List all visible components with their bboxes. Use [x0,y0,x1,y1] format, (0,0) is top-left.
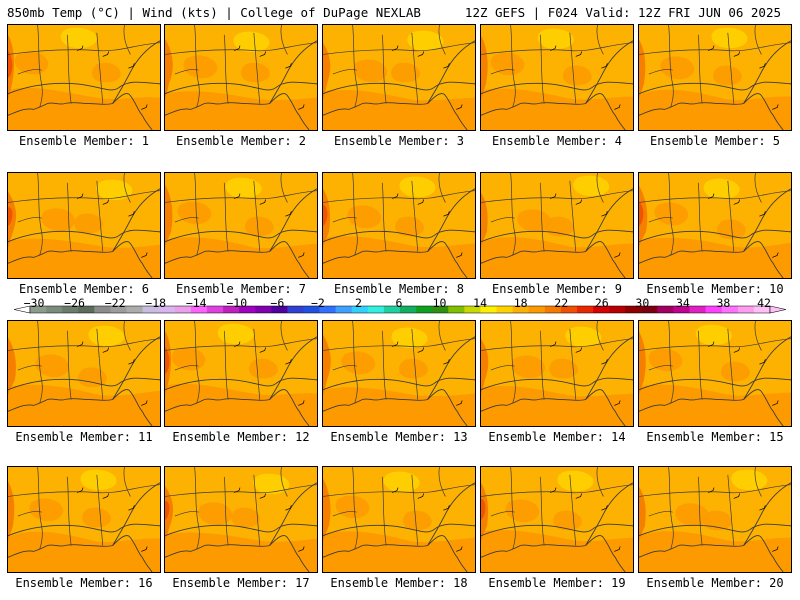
ensemble-map-panel [7,320,161,427]
temperature-field-map [639,467,791,572]
temperature-field-map [639,321,791,426]
colorbar-tick-label: −26 [64,296,85,310]
colorbar-tick-label: 2 [354,296,362,310]
ensemble-member-label: Ensemble Member: 17 [172,576,310,590]
ensemble-map-panel [7,172,161,279]
ensemble-member-label: Ensemble Member: 18 [330,576,468,590]
ensemble-member-label: Ensemble Member: 12 [172,430,310,444]
colorbar-tick-label: −10 [226,296,248,310]
ensemble-map-panel [638,466,792,573]
temperature-field-map [8,25,160,130]
colorbar-tick-label: 34 [675,296,690,310]
temperature-field-map [481,25,633,130]
colorbar-tick-label: 10 [432,296,447,310]
ensemble-member-label: Ensemble Member: 15 [646,430,784,444]
colorbar-tick-label: −14 [185,296,207,310]
colorbar-tick-label: 38 [716,296,731,310]
ensemble-map-panel [322,24,476,131]
temperature-field-map [639,173,791,278]
ensemble-map-panel [638,24,792,131]
temperature-field-map [165,467,317,572]
temperature-field-map [481,173,633,278]
colorbar-tick-label: 42 [757,296,771,310]
temperature-field-map [165,25,317,130]
temperature-field-map [323,321,475,426]
ensemble-member-label: Ensemble Member: 20 [646,576,784,590]
ensemble-map-panel [480,172,634,279]
ensemble-map-panel [164,172,318,279]
temperature-field-map [165,321,317,426]
ensemble-member-label: Ensemble Member: 10 [646,282,784,296]
colorbar-tick-label: 18 [513,296,528,310]
ensemble-member-label: Ensemble Member: 19 [488,576,626,590]
temperature-field-map [639,25,791,130]
ensemble-map-panel [322,466,476,573]
ensemble-member-label: Ensemble Member: 3 [333,134,465,148]
colorbar-tick-label: 22 [554,296,569,310]
colorbar-tick-label: −6 [270,296,285,310]
temperature-field-map [8,321,160,426]
ensemble-map-panel [638,320,792,427]
temperature-field-map [323,467,475,572]
ensemble-map-panel [480,24,634,131]
colorbar-tick-label: −22 [104,296,126,310]
ensemble-member-label: Ensemble Member: 16 [15,576,153,590]
ensemble-member-label: Ensemble Member: 7 [175,282,307,296]
temperature-colorbar [13,305,787,314]
ensemble-map-panel [638,172,792,279]
ensemble-member-label: Ensemble Member: 6 [18,282,150,296]
map-title: 850mb Temp (°C) | Wind (kts) | College o… [7,5,421,20]
ensemble-member-label: Ensemble Member: 11 [15,430,153,444]
ensemble-member-label: Ensemble Member: 1 [18,134,150,148]
ensemble-member-label: Ensemble Member: 2 [175,134,307,148]
ensemble-map-panel [164,320,318,427]
ensemble-map-panel [480,466,634,573]
ensemble-map-panel [7,466,161,573]
temperature-field-map [323,25,475,130]
colorbar-tick-label: 6 [395,296,403,310]
ensemble-member-label: Ensemble Member: 14 [488,430,626,444]
ensemble-map-panel [7,24,161,131]
ensemble-map-panel [164,24,318,131]
ensemble-member-label: Ensemble Member: 13 [330,430,468,444]
ensemble-map-panel [322,172,476,279]
ensemble-map-panel [480,320,634,427]
ensemble-member-label: Ensemble Member: 8 [333,282,465,296]
colorbar-tick-label: −30 [23,296,45,310]
ensemble-member-label: Ensemble Member: 9 [491,282,623,296]
colorbar-tick-label: 14 [473,296,488,310]
temperature-field-map [481,467,633,572]
ensemble-map-panel [322,320,476,427]
colorbar-tick-label: −18 [145,296,167,310]
run-valid-time: 12Z GEFS | F024 Valid: 12Z FRI JUN 06 20… [464,5,781,20]
colorbar-tick-label: 30 [635,296,650,310]
colorbar-tick-label: −2 [310,296,325,310]
colorbar-tick-label: 26 [594,296,609,310]
temperature-field-map [8,467,160,572]
ensemble-member-label: Ensemble Member: 5 [649,134,781,148]
ensemble-map-panel [164,466,318,573]
temperature-field-map [8,173,160,278]
ensemble-member-label: Ensemble Member: 4 [491,134,623,148]
temperature-field-map [481,321,633,426]
temperature-field-map [165,173,317,278]
temperature-field-map [323,173,475,278]
